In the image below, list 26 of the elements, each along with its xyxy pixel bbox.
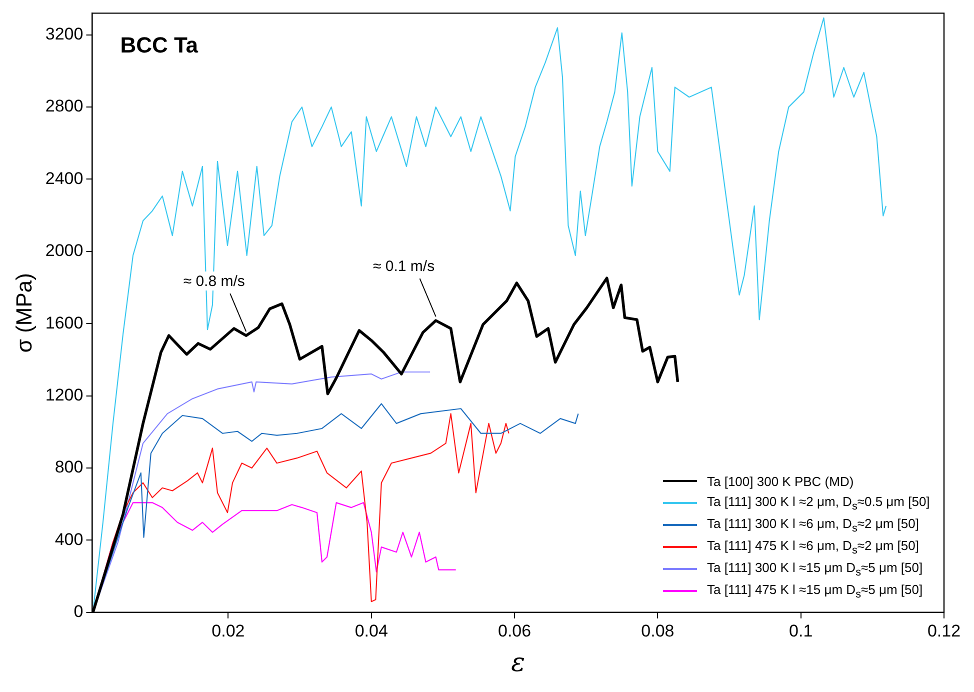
x-tick-label: 0.12 bbox=[927, 621, 961, 640]
x-tick-label: 0.1 bbox=[789, 621, 813, 640]
x-axis-title: ε bbox=[511, 648, 526, 678]
legend-label: Ta [100] 300 K PBC (MD) bbox=[707, 474, 854, 489]
y-tick-label: 2000 bbox=[45, 241, 84, 260]
y-tick-label: 3200 bbox=[45, 24, 84, 44]
x-tick-label: 0.04 bbox=[354, 621, 388, 640]
annotation: ≈ 0.1 m/s bbox=[372, 258, 435, 276]
y-tick-label: 2800 bbox=[45, 96, 84, 116]
y-axis-title: σ (MPa) bbox=[11, 273, 36, 353]
y-tick-label: 2400 bbox=[45, 168, 84, 188]
y-tick-label: 400 bbox=[54, 530, 84, 549]
y-tick-label: 1600 bbox=[45, 313, 84, 332]
legend-label: Ta [111] 475 K l ≈6 μm, D$_{s}$≈2 μm [50] bbox=[707, 538, 919, 557]
legend-label: Ta [111] 475 K l ≈15 μm D$_{s}$≈5 μm [50] bbox=[707, 582, 923, 601]
y-tick-label: 1200 bbox=[45, 386, 84, 405]
x-tick-label: 0.06 bbox=[498, 621, 532, 640]
y-tick-label: 0 bbox=[74, 602, 84, 622]
x-tick-label: 0.02 bbox=[212, 621, 245, 640]
legend-label: Ta [111] 300 K l ≈6 μm, D$_{s}$≈2 μm [50] bbox=[707, 516, 919, 535]
y-tick-label: 800 bbox=[54, 458, 84, 477]
x-tick-label: 0.08 bbox=[641, 621, 674, 640]
annotation: ≈ 0.8 m/s bbox=[183, 273, 245, 290]
text: BCC Ta bbox=[120, 32, 199, 58]
legend-label: Ta [111] 300 K l ≈15 μm D$_{s}$≈5 μm [50] bbox=[707, 560, 923, 579]
legend-label: Ta [111] 300 K l ≈2 μm, D$_{s}$≈0.5 μm [50] bbox=[707, 494, 930, 513]
